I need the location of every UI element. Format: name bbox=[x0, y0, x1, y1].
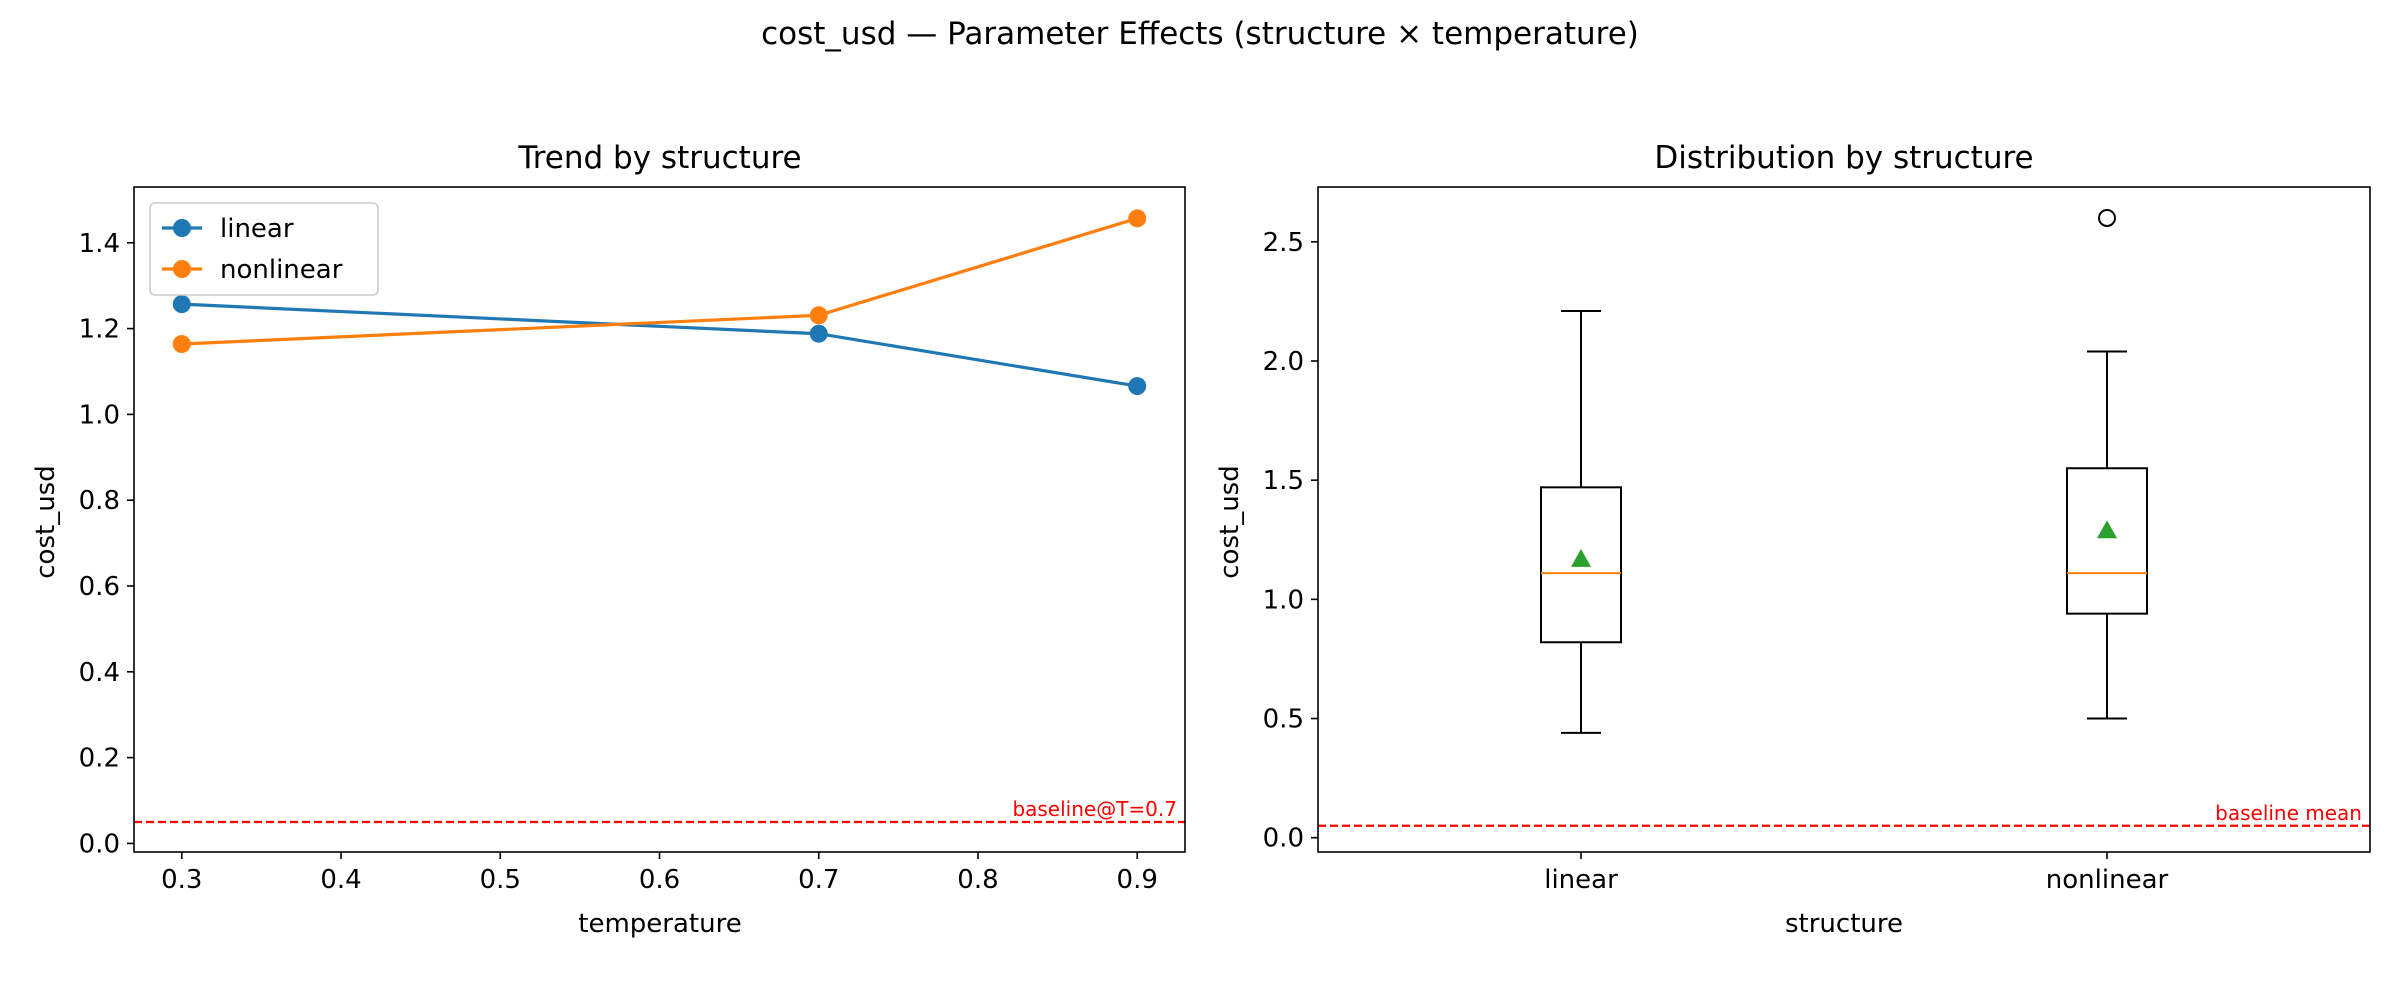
distribution-ytick-label: 2.0 bbox=[1263, 347, 1304, 377]
box-nonlinear bbox=[2066, 467, 2148, 615]
distribution-ylabel: cost_usd bbox=[1215, 465, 1245, 578]
trend-xtick-label: 0.3 bbox=[161, 865, 202, 895]
trend-ytick-label: 0.4 bbox=[79, 658, 120, 688]
distribution-title: Distribution by structure bbox=[1654, 140, 2033, 176]
series-point-nonlinear bbox=[1128, 209, 1147, 228]
trend-ytick-label: 0.0 bbox=[79, 829, 120, 859]
series-point-linear bbox=[809, 324, 828, 343]
distribution-ytick-label: 1.5 bbox=[1263, 466, 1304, 496]
trend-ytick-label: 0.8 bbox=[79, 486, 120, 516]
trend-ytick-label: 1.2 bbox=[79, 315, 120, 345]
distribution-plot-area: baseline mean linear nonlinear 0.0 0.5 1.0 1.5… bbox=[1263, 186, 2371, 895]
box-linear bbox=[1540, 486, 1622, 644]
distribution-ytick-label: 0.0 bbox=[1263, 824, 1304, 854]
trend-title: Trend by structure bbox=[517, 140, 801, 176]
trend-legend-box bbox=[149, 202, 379, 296]
distribution-plot-background bbox=[1318, 187, 2370, 852]
trend-xlabel: temperature bbox=[578, 909, 741, 939]
trend-ytick-label: 1.0 bbox=[79, 400, 120, 430]
series-point-nonlinear bbox=[809, 306, 828, 325]
trend-xtick-label: 0.5 bbox=[480, 865, 521, 895]
series-point-linear bbox=[172, 295, 191, 314]
outlier-nonlinear bbox=[2098, 208, 2116, 227]
legend-marker-nonlinear bbox=[173, 260, 191, 278]
trend-ytick-label: 0.6 bbox=[79, 572, 120, 602]
trend-ytick-label: 1.4 bbox=[79, 229, 120, 259]
distribution-xtick-label: linear bbox=[1544, 865, 1618, 895]
distribution-ytick-label: 0.5 bbox=[1263, 705, 1304, 735]
mean-marker-nonlinear bbox=[2097, 520, 2117, 539]
trend-xtick-label: 0.7 bbox=[798, 865, 839, 895]
distribution-ytick-label: 1.0 bbox=[1263, 585, 1304, 615]
trend-plot-background bbox=[134, 187, 1185, 852]
series-point-linear bbox=[1128, 377, 1147, 396]
trend-ytick-label: 0.2 bbox=[79, 744, 120, 774]
trend-baseline-label: baseline@T=0.7 bbox=[1012, 797, 1177, 821]
trend-xtick-label: 0.9 bbox=[1117, 865, 1158, 895]
legend-label-linear: linear bbox=[220, 214, 294, 244]
distribution-xtick-label: nonlinear bbox=[2046, 865, 2169, 895]
distribution-baseline-label: baseline mean bbox=[2215, 801, 2362, 825]
distribution-axes-frame bbox=[1317, 186, 2371, 853]
trend-panel: Trend by structure temperature cost_usd … bbox=[31, 140, 1186, 939]
legend-label-nonlinear: nonlinear bbox=[220, 255, 343, 285]
figure-title: cost_usd — Parameter Effects (structure … bbox=[761, 16, 1639, 52]
trend-plot-area: baseline@T=0.7 0.3 0.4 0.5 0.6 0.7 0.8 0.9 0.0 0.… bbox=[79, 186, 1186, 895]
mean-marker-linear bbox=[1571, 548, 1591, 567]
distribution-xlabel: structure bbox=[1785, 909, 1903, 939]
trend-xtick-label: 0.8 bbox=[957, 865, 998, 895]
series-point-nonlinear bbox=[172, 335, 191, 354]
trend-xtick-label: 0.6 bbox=[639, 865, 680, 895]
trend-xtick-label: 0.4 bbox=[320, 865, 361, 895]
distribution-ytick-label: 2.5 bbox=[1263, 228, 1304, 258]
legend-marker-linear bbox=[173, 219, 191, 237]
distribution-panel: Distribution by structure structure cost… bbox=[1215, 140, 2371, 939]
trend-ylabel: cost_usd bbox=[31, 465, 61, 578]
